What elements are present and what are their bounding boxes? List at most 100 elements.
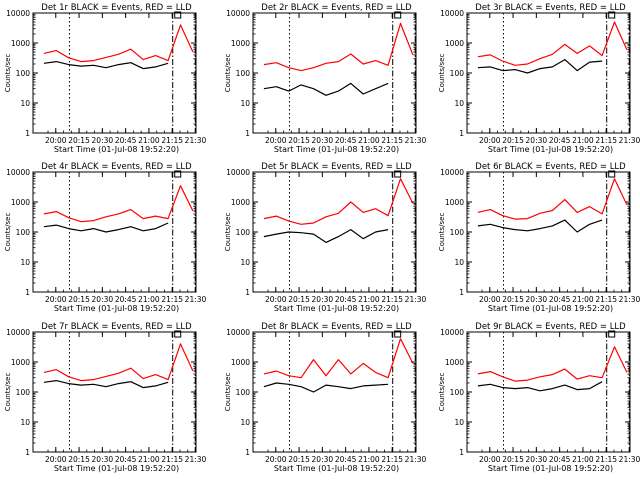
y-axis-label: Counts/sec [224, 54, 232, 93]
y-tick-label: 100 [16, 388, 31, 397]
x-axis-label: Start Time (01-Jul-08 19:52:20) [274, 304, 399, 313]
x-tick-label: 21:15 [161, 295, 183, 304]
y-tick-label: 1000 [11, 39, 30, 48]
x-tick-label: 20:30 [526, 295, 548, 304]
x-tick-label: 20:30 [92, 295, 114, 304]
lld-series-line [43, 343, 194, 382]
events-series-line [43, 380, 169, 389]
plot-frame [252, 12, 417, 134]
y-axis-label: Counts/sec [438, 373, 446, 412]
y-tick-label: 1000 [445, 39, 464, 48]
x-tick-label: 20:45 [115, 455, 137, 464]
x-tick-label: 20:00 [265, 455, 287, 464]
detector-panel-1: Det 1r BLACK = Events, RED = LLD Counts/s… [4, 3, 207, 154]
panel-title: Det 6r BLACK = Events, RED = LLD [475, 162, 626, 172]
plot-frame [32, 171, 197, 293]
y-tick-label: 10000 [6, 328, 30, 337]
x-tick-label: 20:45 [115, 295, 137, 304]
lld-series-line [477, 178, 628, 220]
x-tick-label: 21:15 [161, 455, 183, 464]
x-tick-label: 20:15 [68, 295, 90, 304]
y-tick-label: 1 [459, 288, 464, 297]
x-tick-label: 20:15 [68, 455, 90, 464]
events-series-line [263, 229, 389, 243]
x-tick-label: 21:00 [138, 136, 160, 145]
y-tick-label: 10 [454, 99, 464, 108]
y-tick-label: 100 [450, 69, 465, 78]
panel-title: Det 7r BLACK = Events, RED = LLD [41, 322, 192, 332]
x-axis-label: Start Time (01-Jul-08 19:52:20) [488, 464, 613, 473]
flag-marker [394, 330, 402, 338]
y-tick-label: 1 [459, 129, 464, 138]
y-tick-label: 100 [16, 69, 31, 78]
flag-marker [174, 11, 182, 19]
x-tick-label: 20:30 [312, 295, 334, 304]
x-tick-label: 20:30 [312, 136, 334, 145]
detector-panel-6: Det 6r BLACK = Events, RED = LLD Counts/s… [438, 162, 640, 313]
y-tick-label: 1000 [231, 198, 250, 207]
flag-marker [394, 11, 402, 19]
x-tick-label: 20:45 [549, 455, 571, 464]
y-tick-label: 10 [240, 99, 250, 108]
events-series-line [263, 382, 389, 393]
x-axis-label: Start Time (01-Jul-08 19:52:20) [54, 464, 179, 473]
events-series-line [477, 381, 603, 392]
x-axis-label: Start Time (01-Jul-08 19:52:20) [488, 145, 613, 154]
x-tick-label: 20:00 [45, 295, 67, 304]
x-tick-label: 21:15 [381, 295, 403, 304]
events-series-line [43, 222, 169, 233]
y-tick-label: 1000 [11, 198, 30, 207]
x-axis-label: Start Time (01-Jul-08 19:52:20) [54, 145, 179, 154]
x-axis-label: Start Time (01-Jul-08 19:52:20) [54, 304, 179, 313]
lld-series-line [43, 185, 194, 223]
y-axis-label: Counts/sec [4, 213, 12, 252]
x-tick-label: 21:00 [138, 295, 160, 304]
x-tick-label: 20:00 [479, 136, 501, 145]
y-tick-label: 10000 [226, 9, 250, 18]
x-tick-label: 21:30 [619, 295, 640, 304]
y-tick-label: 1 [245, 288, 250, 297]
y-tick-label: 10000 [440, 9, 464, 18]
x-tick-label: 21:30 [619, 136, 640, 145]
y-tick-label: 10000 [440, 168, 464, 177]
y-tick-label: 1 [245, 448, 250, 457]
x-tick-label: 21:30 [185, 455, 207, 464]
panel-title: Det 5r BLACK = Events, RED = LLD [261, 162, 412, 172]
y-tick-label: 1 [245, 129, 250, 138]
x-tick-label: 20:45 [335, 295, 357, 304]
flag-marker [608, 11, 616, 19]
x-tick-label: 21:00 [572, 295, 594, 304]
detector-panel-7: Det 7r BLACK = Events, RED = LLD Counts/s… [4, 322, 207, 473]
y-tick-label: 1000 [231, 358, 250, 367]
y-tick-label: 10 [20, 99, 30, 108]
y-axis-label: Counts/sec [224, 213, 232, 252]
x-tick-label: 20:30 [92, 136, 114, 145]
y-tick-label: 100 [236, 228, 251, 237]
plot-frame [32, 12, 197, 134]
events-series-line [477, 219, 603, 233]
panel-title: Det 3r BLACK = Events, RED = LLD [475, 3, 626, 13]
y-tick-label: 100 [16, 228, 31, 237]
y-tick-label: 1 [459, 448, 464, 457]
plot-frame [466, 331, 631, 453]
y-tick-label: 1000 [231, 39, 250, 48]
y-tick-label: 1 [25, 129, 30, 138]
x-tick-label: 21:30 [405, 455, 427, 464]
x-tick-label: 21:15 [595, 455, 617, 464]
events-series-line [477, 58, 603, 74]
detector-panel-9: Det 9r BLACK = Events, RED = LLD Counts/s… [438, 322, 640, 473]
detector-panel-5: Det 5r BLACK = Events, RED = LLD Counts/s… [224, 162, 427, 313]
lld-series-line [263, 22, 414, 72]
plot-frame [252, 331, 417, 453]
lld-series-line [477, 346, 628, 382]
x-tick-label: 20:45 [549, 295, 571, 304]
y-axis-label: Counts/sec [438, 213, 446, 252]
x-tick-label: 20:15 [288, 455, 310, 464]
lld-series-line [263, 338, 414, 379]
x-tick-label: 21:30 [185, 295, 207, 304]
y-tick-label: 100 [450, 388, 465, 397]
detector-panel-8: Det 8r BLACK = Events, RED = LLD Counts/s… [224, 322, 427, 473]
y-tick-label: 10 [454, 258, 464, 267]
y-tick-label: 10000 [6, 9, 30, 18]
